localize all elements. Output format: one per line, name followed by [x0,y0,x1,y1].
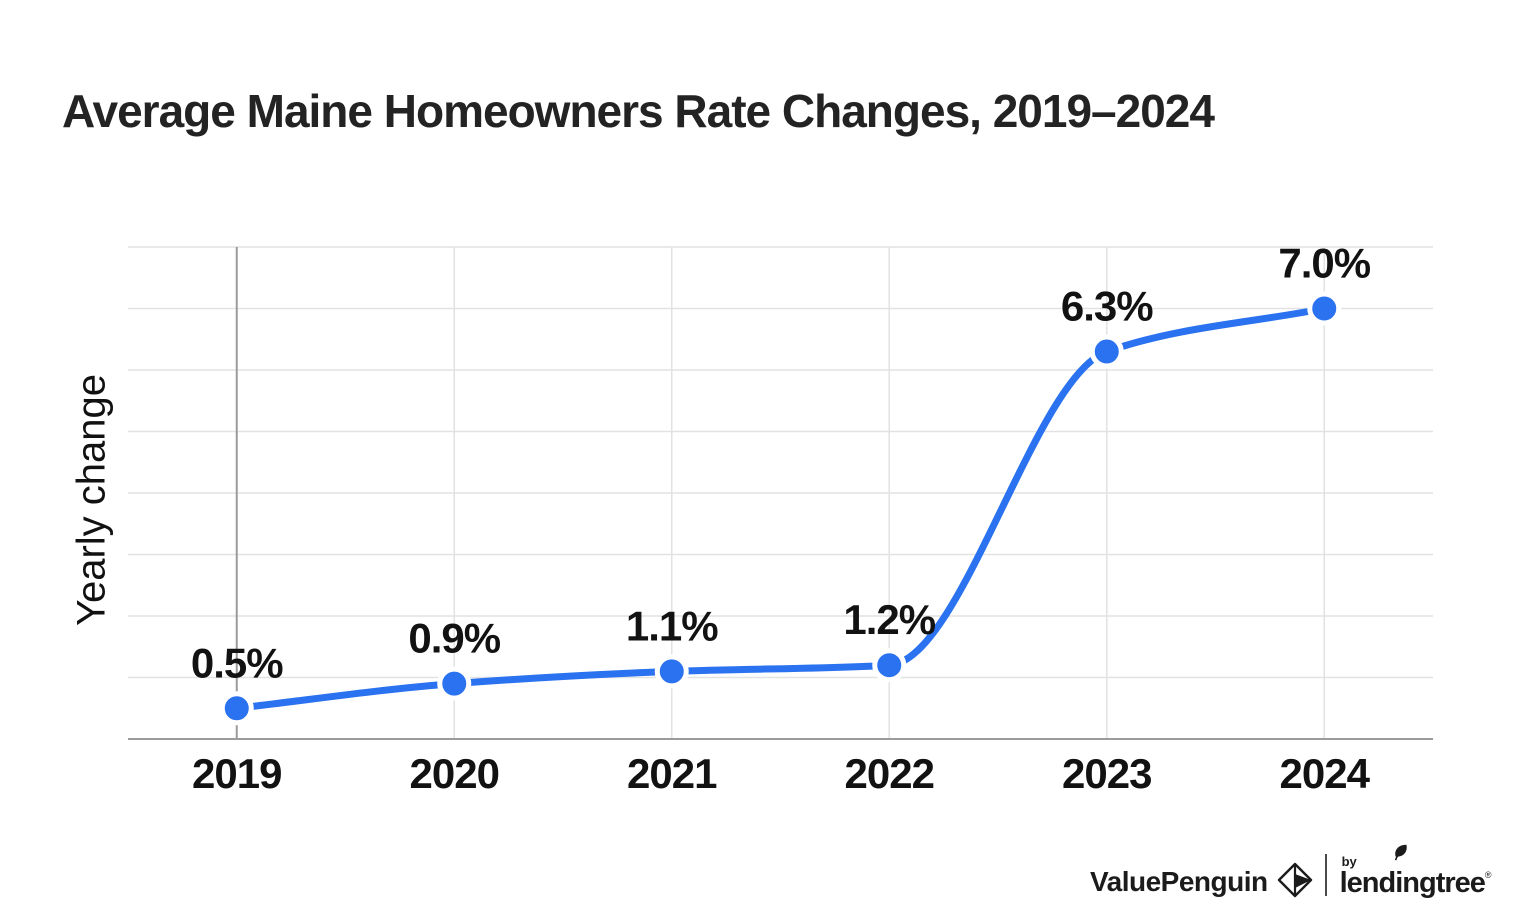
data-label-2021: 1.1% [626,602,718,649]
lendingtree-block: by lendingtree® [1339,844,1492,899]
chart-title: Average Maine Homeowners Rate Changes, 2… [62,85,1215,137]
x-tick-2019: 2019 [192,750,281,797]
data-label-2023: 6.3% [1061,283,1153,330]
leaf-icon [1394,844,1407,861]
valuepenguin-wordmark: ValuePenguin [1090,866,1268,897]
data-label-2024: 7.0% [1278,240,1370,287]
registered-mark: ® [1484,870,1492,880]
lendingtree-by-label: by [1341,854,1357,869]
brand-logo: ValuePenguin by lendingtree® [1090,844,1492,899]
data-point-2024 [1307,291,1342,326]
data-point-2021 [654,654,689,689]
x-tick-2021: 2021 [627,750,717,797]
data-point-2023 [1089,334,1124,369]
data-point-2019 [219,691,254,726]
data-label-2020: 0.9% [408,615,500,662]
x-tick-2024: 2024 [1280,750,1371,797]
data-label-2022: 1.2% [843,596,935,643]
lendingtree-wordmark: lendingtree® [1339,867,1492,899]
data-label-2019: 0.5% [191,639,283,686]
valuepenguin-icon [1277,862,1312,898]
data-point-2020 [437,666,472,701]
x-tick-2020: 2020 [410,750,499,797]
lendingtree-text: lendingtree [1339,867,1486,899]
x-tick-2023: 2023 [1062,750,1151,797]
x-tick-2022: 2022 [845,750,934,797]
line-series [233,305,1328,712]
data-point-2022 [872,648,907,683]
logo-divider [1324,854,1327,896]
